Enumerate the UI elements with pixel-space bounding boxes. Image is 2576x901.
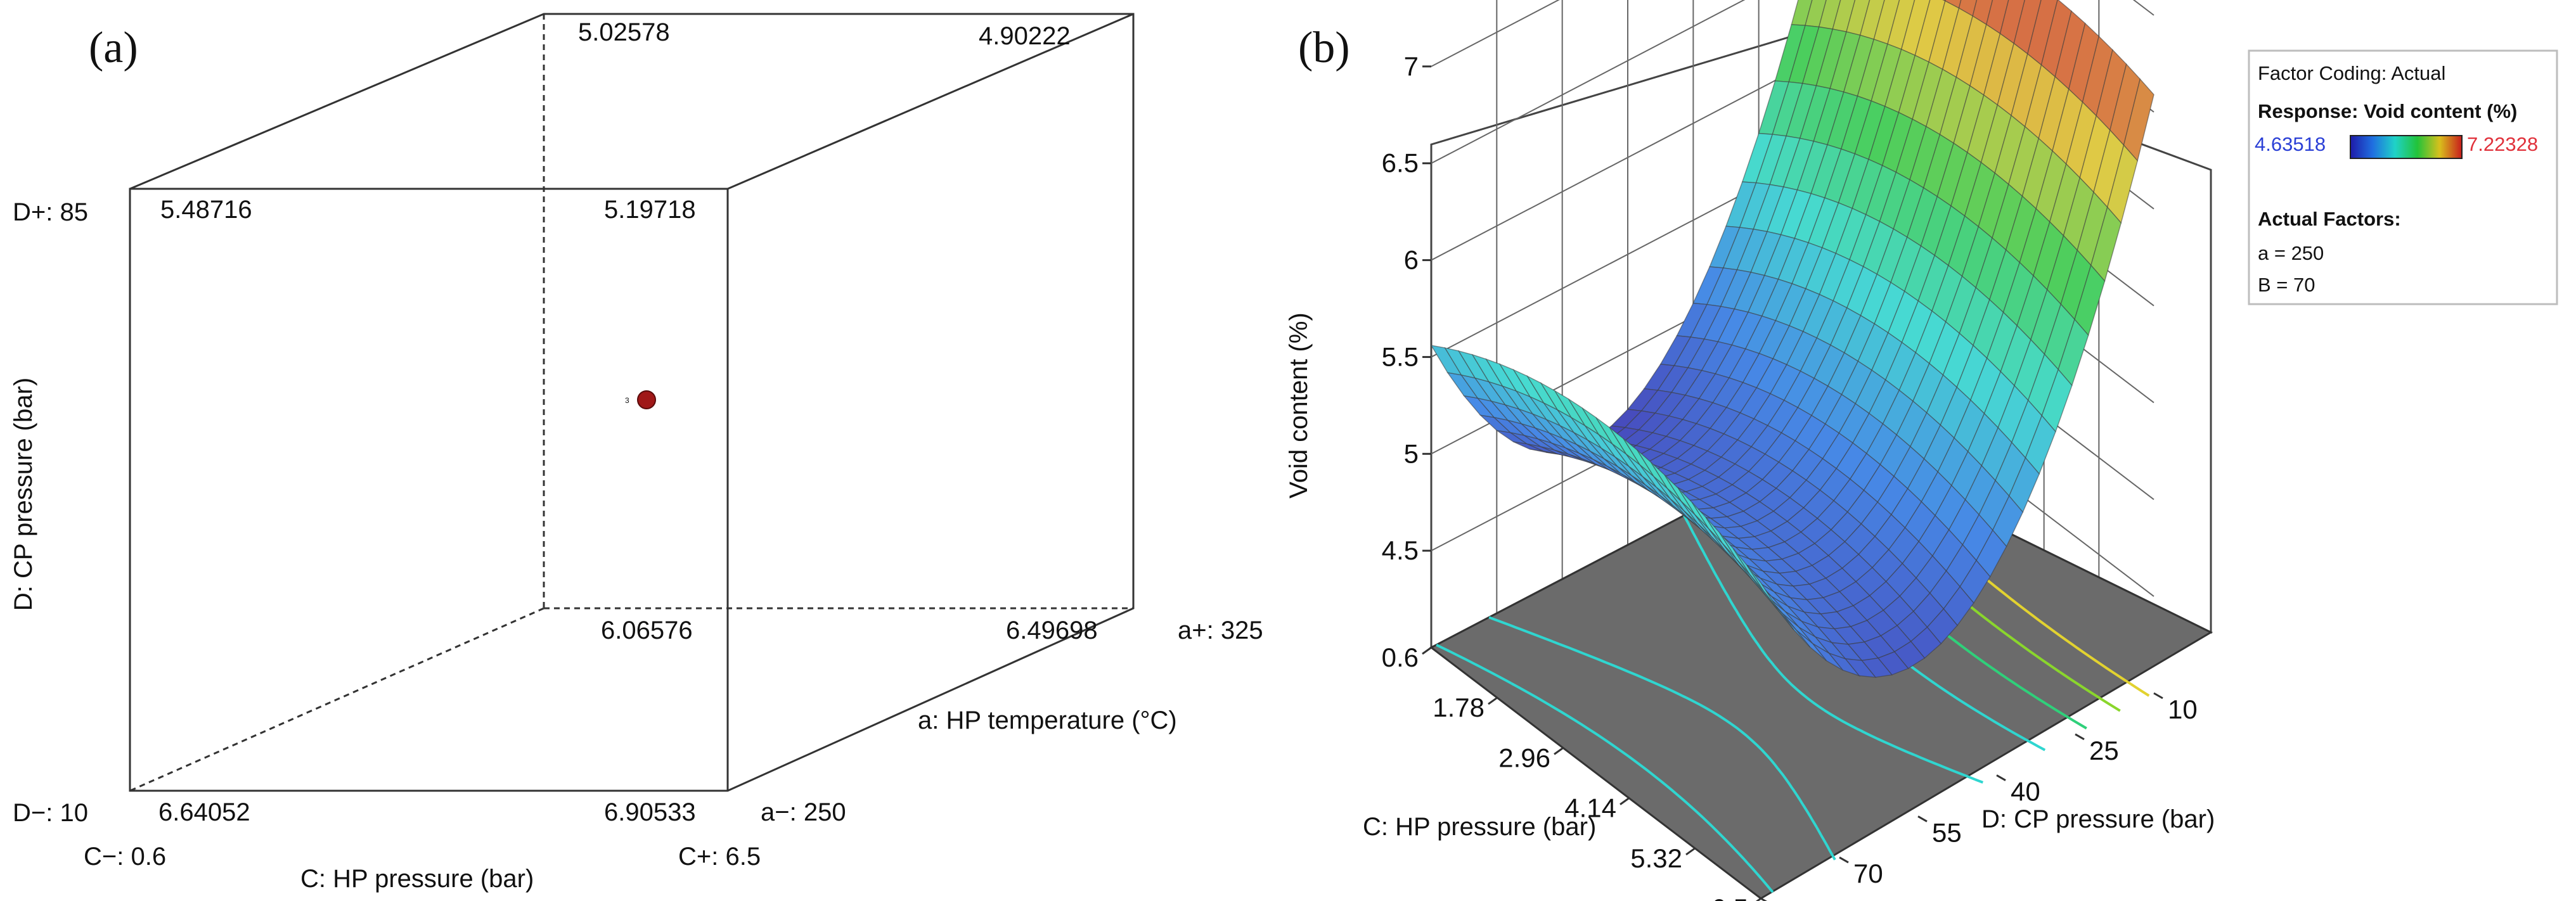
cube-edge-back-diagonal — [129, 607, 544, 792]
x-axis-title: C: HP pressure (bar) — [1363, 813, 1596, 841]
y-tick — [2153, 692, 2163, 700]
legend-color-bar — [2350, 135, 2463, 159]
y-tick-label: 40 — [2011, 777, 2040, 807]
y-tick — [1996, 774, 2006, 781]
panel-a-label: (a) — [89, 23, 138, 72]
corner-value-front-top-right: 5.19718 — [604, 196, 696, 224]
legend-factor-b: B = 70 — [2258, 274, 2315, 296]
corner-value-front-bottom-right: 6.90533 — [604, 798, 696, 826]
axis-label-a-minus: a−: 250 — [761, 798, 846, 826]
axis-title-d: D: CP pressure (bar) — [10, 378, 37, 611]
x-tick-label: 6.5 — [1711, 893, 1748, 901]
y-tick-label: 25 — [2089, 736, 2119, 765]
x-tick-label: 2.96 — [1498, 743, 1550, 772]
x-tick — [1685, 847, 1696, 856]
corner-value-front-bottom-left: 6.64052 — [158, 798, 250, 826]
legend-max-value: 7.22328 — [2467, 133, 2538, 155]
y-axis-ticks: 10 25 40 55 70 85 — [1760, 692, 2198, 901]
axis-label-d-plus: D+: 85 — [13, 198, 88, 226]
z-tick-label: 4.5 — [1382, 535, 1419, 565]
legend-response-title: Response: Void content (%) — [2258, 100, 2517, 122]
legend: Factor Coding: Actual Response: Void con… — [2248, 49, 2558, 305]
x-tick — [1755, 897, 1761, 901]
legend-actual-factors-title: Actual Factors: — [2258, 208, 2401, 230]
contour-line — [1488, 514, 1984, 860]
x-tick — [1554, 747, 1564, 755]
z-tick-label: 7 — [1404, 51, 1419, 81]
corner-value-back-bottom-left: 6.06576 — [601, 617, 693, 644]
legend-factor-coding: Factor Coding: Actual — [2258, 62, 2445, 84]
corner-value-back-top-left: 5.02578 — [578, 18, 670, 46]
legend-min-value: 4.63518 — [2255, 133, 2326, 155]
z-tick-label: 6 — [1404, 245, 1419, 275]
y-tick-label: 10 — [2168, 694, 2198, 724]
panel-b-label: (b) — [1298, 23, 1350, 72]
cube-plot: (a) 5.02578 4.90222 5.48716 5.19718 6.06… — [10, 13, 1263, 893]
cube-edges-outline — [129, 13, 1135, 792]
axis-title-a: a: HP temperature (°C) — [918, 706, 1177, 734]
response-surface — [1430, 0, 2154, 678]
corner-value-back-top-right: 4.90222 — [979, 22, 1071, 50]
surface-plot: (b) 4.555.566.577.5 0.61.782.964.145.326… — [1285, 0, 2558, 901]
y-tick — [1917, 815, 1928, 822]
z-axis-ticks: 4.555.566.577.5 — [1382, 51, 1431, 565]
axis-label-a-plus: a+: 325 — [1178, 617, 1263, 644]
x-axis-ticks: 0.6 1.78 2.96 4.14 5.32 6.5 — [1382, 642, 1761, 901]
y-tick-label: 55 — [1932, 817, 1962, 847]
z-tick-label: 5.5 — [1382, 342, 1419, 371]
x-tick — [1620, 797, 1630, 805]
y-tick-label: 85 — [1775, 900, 1805, 901]
legend-frame — [2248, 49, 2558, 305]
axis-label-c-minus: C−: 0.6 — [84, 843, 166, 871]
axis-label-d-minus: D−: 10 — [13, 799, 88, 827]
x-tick-label: 0.6 — [1382, 642, 1419, 672]
y-tick — [2075, 733, 2085, 741]
legend-factor-a: a = 250 — [2258, 242, 2324, 264]
y-axis-title: D: CP pressure (bar) — [1981, 805, 2215, 833]
y-tick-label: 70 — [1853, 859, 1883, 888]
axis-title-c: C: HP pressure (bar) — [300, 865, 534, 893]
center-point-count: 3 — [625, 396, 629, 405]
z-tick-label: 5 — [1404, 438, 1419, 468]
x-tick-label: 4.14 — [1564, 793, 1616, 823]
z-tick-label: 6.5 — [1382, 148, 1419, 178]
y-tick — [1839, 856, 1849, 864]
corner-value-front-top-left: 5.48716 — [160, 196, 252, 224]
x-tick — [1422, 646, 1432, 655]
surface-cell — [1746, 565, 1778, 609]
center-point-marker — [637, 390, 656, 409]
corner-value-back-bottom-right: 6.49698 — [1006, 617, 1098, 644]
x-tick-label: 1.78 — [1433, 693, 1484, 722]
x-tick — [1488, 696, 1498, 705]
y-tick — [1760, 897, 1768, 901]
z-axis-title: Void content (%) — [1285, 312, 1313, 499]
axis-label-c-plus: C+: 6.5 — [678, 843, 761, 871]
x-tick-label: 5.32 — [1630, 843, 1682, 873]
